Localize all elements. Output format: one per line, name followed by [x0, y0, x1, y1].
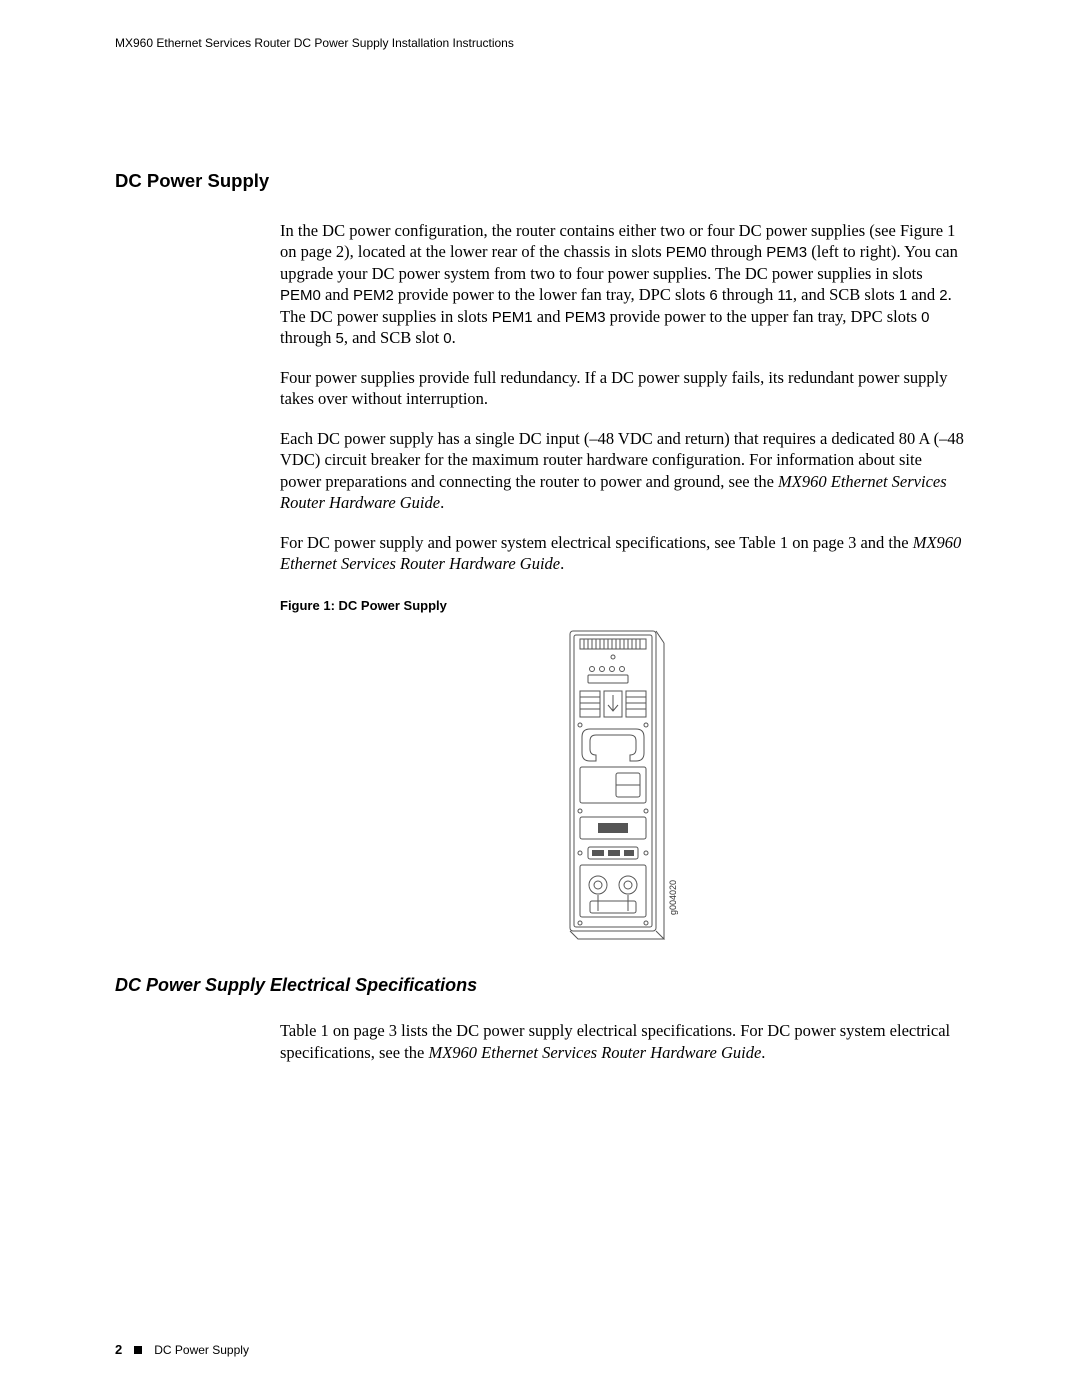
text: , and SCB slot	[344, 328, 443, 347]
text: through	[280, 328, 335, 347]
figure-ref-label: g004020	[668, 880, 678, 915]
num-label: 11	[777, 287, 793, 304]
power-supply-illustration: g004020	[558, 625, 688, 945]
slot-label: PEM2	[353, 287, 394, 304]
text: .	[440, 493, 444, 512]
page-number: 2	[115, 1342, 122, 1357]
num-label: 0	[443, 330, 451, 347]
running-header: MX960 Ethernet Services Router DC Power …	[115, 36, 965, 50]
num-label: 2	[939, 287, 947, 304]
section-heading: DC Power Supply	[115, 170, 965, 192]
slot-label: PEM3	[766, 244, 807, 261]
slot-label: PEM3	[565, 309, 606, 326]
page-footer: 2 DC Power Supply	[115, 1342, 249, 1357]
doc-ref: MX960 Ethernet Services Router Hardware …	[428, 1043, 761, 1062]
text: through	[718, 285, 778, 304]
num-label: 0	[921, 309, 929, 326]
slot-label: PEM1	[492, 309, 533, 326]
figure-caption: Figure 1: DC Power Supply	[280, 598, 965, 613]
text: .	[452, 328, 456, 347]
text: .	[560, 554, 564, 573]
num-label: 1	[899, 287, 907, 304]
num-label: 6	[709, 287, 717, 304]
text: and	[321, 285, 353, 304]
text: and	[907, 285, 939, 304]
subsection-paragraph-1: Table 1 on page 3 lists the DC power sup…	[280, 1020, 965, 1063]
paragraph-2: Four power supplies provide full redunda…	[280, 367, 965, 410]
paragraph-3: Each DC power supply has a single DC inp…	[280, 428, 965, 514]
text: through	[707, 242, 767, 261]
text: provide power to the lower fan tray, DPC…	[394, 285, 710, 304]
text: For DC power supply and power system ele…	[280, 533, 913, 552]
text: provide power to the upper fan tray, DPC…	[606, 307, 922, 326]
num-label: 5	[335, 330, 343, 347]
text: , and SCB slots	[793, 285, 899, 304]
subsection-heading: DC Power Supply Electrical Specification…	[115, 975, 965, 996]
page: MX960 Ethernet Services Router DC Power …	[0, 0, 1080, 1397]
text: .	[761, 1043, 765, 1062]
paragraph-1: In the DC power configuration, the route…	[280, 220, 965, 349]
slot-label: PEM0	[280, 287, 321, 304]
paragraph-4: For DC power supply and power system ele…	[280, 532, 965, 575]
text: and	[533, 307, 565, 326]
slot-label: PEM0	[666, 244, 707, 261]
figure-1: g004020	[280, 625, 965, 945]
footer-section-name: DC Power Supply	[154, 1343, 249, 1357]
square-bullet-icon	[134, 1346, 142, 1354]
